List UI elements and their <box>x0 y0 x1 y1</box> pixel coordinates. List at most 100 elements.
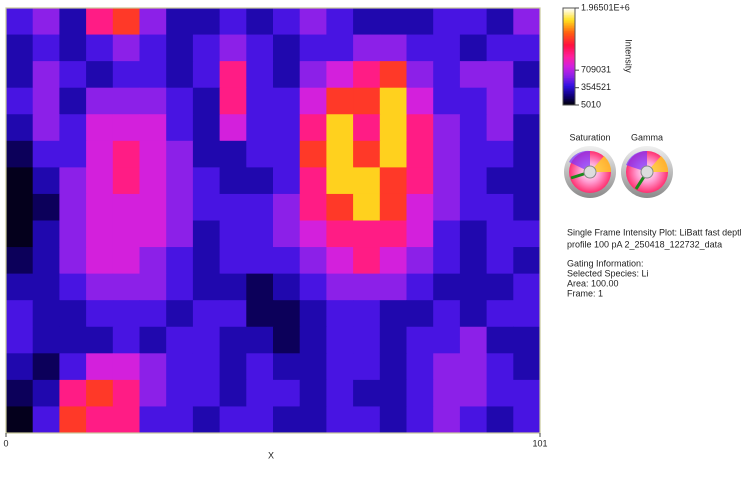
heat-cell <box>379 406 407 434</box>
heat-cell <box>459 8 488 36</box>
heat-cell <box>433 220 461 248</box>
heat-cell <box>513 273 541 301</box>
heat-cell <box>486 273 514 301</box>
heat-cell <box>219 247 247 275</box>
heat-cell <box>433 87 461 115</box>
heat-cell <box>459 114 488 142</box>
heat-cell <box>486 193 514 221</box>
heat-cell <box>86 406 114 434</box>
heat-cell <box>273 193 301 221</box>
heat-cell <box>166 8 194 36</box>
colorbar-segment <box>563 77 575 80</box>
colorbar-segment <box>563 32 575 35</box>
heat-cell <box>112 379 140 407</box>
heat-cell <box>59 61 87 89</box>
colorbar-segment <box>563 53 575 56</box>
heat-cell <box>513 114 541 142</box>
heat-cell <box>513 220 541 248</box>
heat-cell <box>406 273 434 301</box>
heat-cell <box>486 353 514 381</box>
heat-cell <box>379 379 407 407</box>
heat-cell <box>326 140 354 168</box>
colorbar-segment <box>563 20 575 24</box>
colorbar-segment <box>563 95 575 98</box>
heat-cell <box>59 220 87 248</box>
heat-cell <box>299 353 327 381</box>
heat-cell <box>273 300 301 328</box>
colorbar-segment <box>563 33 575 36</box>
heat-cell <box>32 353 60 381</box>
heat-cell <box>139 140 167 168</box>
heat-cell <box>486 114 514 142</box>
heat-cell <box>86 34 114 62</box>
heat-cell <box>6 220 34 248</box>
heat-cell <box>326 87 354 115</box>
heat-cell <box>486 300 514 328</box>
heat-cell <box>353 326 381 354</box>
info-text: Selected Species: Li <box>567 268 649 278</box>
gamma-gauge[interactable] <box>621 146 673 198</box>
heat-cell <box>86 247 114 275</box>
heat-cell <box>32 140 60 168</box>
colorbar-tick-label: 5010 <box>581 99 601 109</box>
saturation-gauge[interactable] <box>564 146 616 198</box>
heat-cell <box>273 8 301 36</box>
heat-cell <box>379 61 407 89</box>
heat-cell <box>86 140 114 168</box>
heat-cell <box>406 379 434 407</box>
heat-cell <box>486 220 514 248</box>
heat-cell <box>32 220 60 248</box>
colorbar-segment <box>563 80 575 83</box>
colorbar-segment <box>563 35 575 38</box>
heat-cell <box>246 326 274 354</box>
heat-cell <box>379 326 407 354</box>
heat-cell <box>112 114 140 142</box>
heat-cell <box>299 379 327 407</box>
colorbar-segment <box>563 45 575 48</box>
heat-cell <box>166 406 194 434</box>
colorbar-segment <box>563 8 575 11</box>
heat-cell <box>59 273 87 301</box>
heat-cell <box>139 87 167 115</box>
heat-cell <box>353 61 381 89</box>
heat-cell <box>6 406 34 434</box>
heat-cell <box>219 300 247 328</box>
heatmap <box>6 8 541 434</box>
colorbar-segment <box>563 67 575 70</box>
colorbar-segment <box>563 29 575 32</box>
heat-cell <box>86 353 114 381</box>
heat-cell <box>273 353 301 381</box>
heat-cell <box>59 114 87 142</box>
gauge-title: Saturation <box>569 132 610 142</box>
heat-cell <box>192 406 221 434</box>
heat-cell <box>406 61 434 89</box>
heat-cell <box>433 379 461 407</box>
colorbar-segment <box>563 93 575 96</box>
heat-cell <box>353 34 381 62</box>
heat-cell <box>166 61 194 89</box>
colorbar-segment <box>563 88 575 91</box>
colorbar-tick-label: 354521 <box>581 82 611 92</box>
heat-cell <box>459 326 488 354</box>
heat-cell <box>246 247 274 275</box>
heat-cell <box>112 300 140 328</box>
heat-cell <box>246 406 274 434</box>
x-axis-label: X <box>268 450 274 460</box>
colorbar-segment <box>563 22 575 25</box>
info-text: Area: 100.00 <box>567 278 619 288</box>
heat-cell <box>299 8 327 36</box>
heat-cell <box>86 326 114 354</box>
heat-cell <box>486 87 514 115</box>
heat-cell <box>299 220 327 248</box>
heat-cell <box>379 34 407 62</box>
heat-cell <box>32 193 60 221</box>
info-text: Single Frame Intensity Plot: LiBatt fast… <box>567 227 741 237</box>
heat-cell <box>513 34 541 62</box>
colorbar-segment <box>563 75 575 79</box>
heat-cell <box>112 406 140 434</box>
heat-cell <box>326 220 354 248</box>
heat-cell <box>273 220 301 248</box>
heat-cell <box>406 353 434 381</box>
heat-cell <box>32 61 60 89</box>
colorbar-segment <box>563 100 575 103</box>
